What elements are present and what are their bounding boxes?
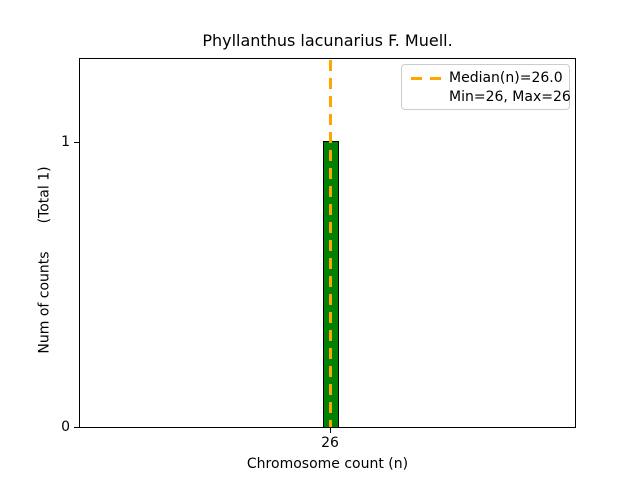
median-line-legend-icon (411, 77, 441, 80)
legend-median-label: Median(n)=26.0 (449, 70, 563, 86)
xtick-mark-26 (330, 428, 331, 433)
chart-title: Phyllanthus lacunarius F. Muell. (202, 31, 453, 50)
ytick-label-0: 0 (61, 419, 70, 435)
ytick-mark-1 (74, 142, 79, 143)
legend-minmax-label: Min=26, Max=26 (449, 89, 571, 105)
y-axis-total-annotation: (Total 1) (36, 166, 53, 224)
legend-row-median: Median(n)=26.0 (411, 69, 563, 88)
median-dashed-line (329, 60, 332, 427)
legend-row-minmax: Min=26, Max=26 (411, 88, 571, 107)
xtick-label-26: 26 (321, 435, 339, 451)
x-axis-label: Chromosome count (n) (246, 456, 409, 472)
ytick-label-1: 1 (61, 134, 70, 150)
y-axis-label-text: Num of counts (36, 251, 53, 354)
y-axis-label: Num of counts (Total 1) (37, 166, 54, 353)
plot-area: Median(n)=26.0 Min=26, Max=26 (79, 58, 576, 428)
legend: Median(n)=26.0 Min=26, Max=26 (401, 64, 571, 110)
ytick-mark-0 (74, 427, 79, 428)
